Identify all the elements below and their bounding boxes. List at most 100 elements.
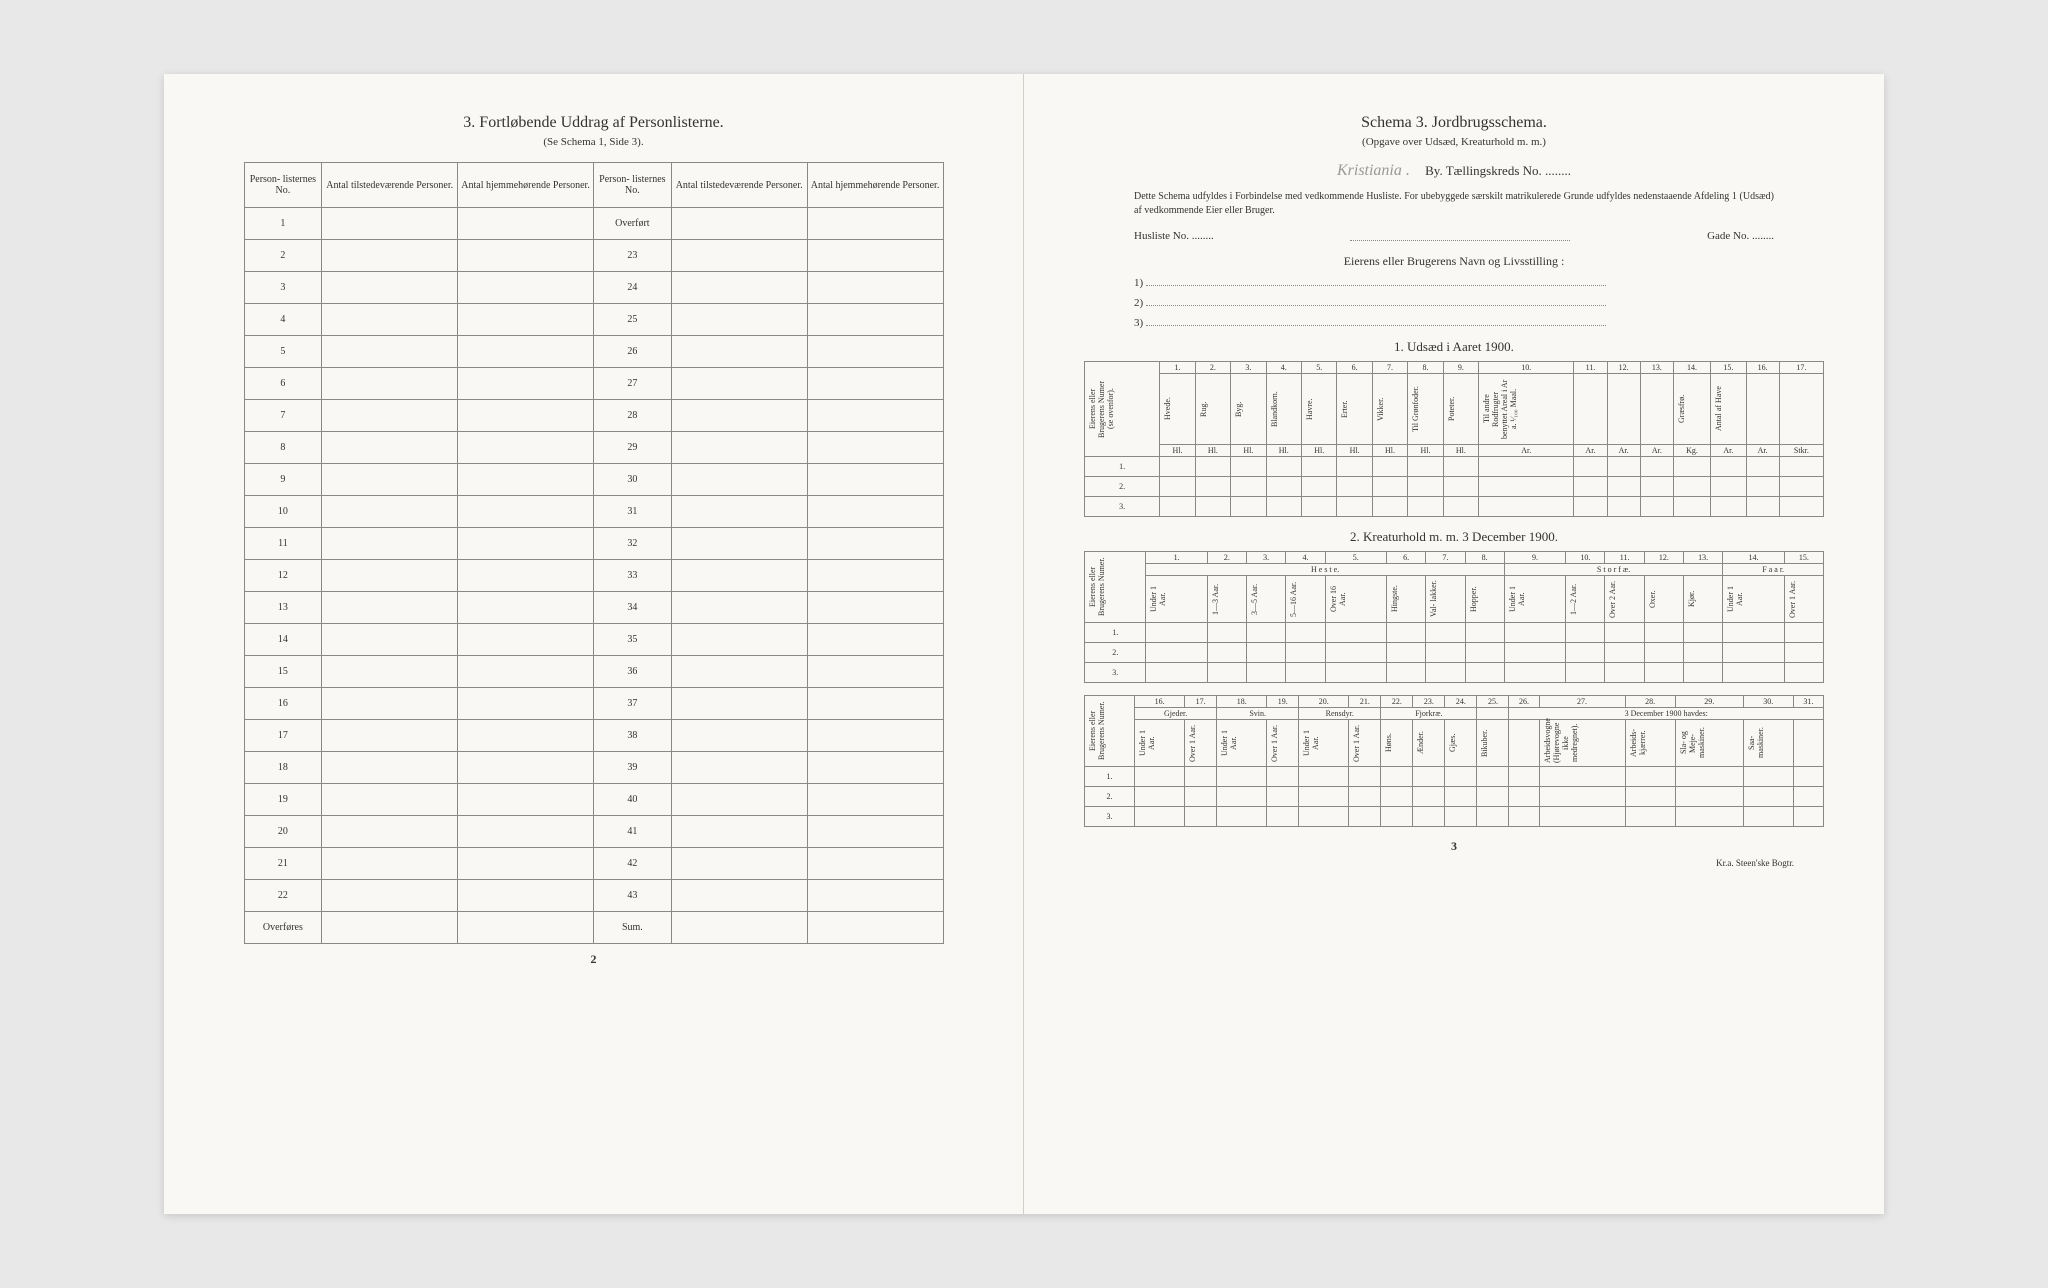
cell [671,656,807,688]
cell: 38 [593,720,671,752]
husliste-label: Husliste No. ........ [1134,230,1214,242]
cell [458,304,594,336]
cell: Overføres [244,912,322,944]
cell [807,816,943,848]
cell [671,400,807,432]
cell [322,496,458,528]
cell [807,656,943,688]
left-page: 3. Fortløbende Uddrag af Personlisterne.… [164,74,1024,1214]
cell [458,592,594,624]
cell [322,304,458,336]
cell: 17 [244,720,322,752]
left-page-num: 2 [214,952,973,967]
cell [807,240,943,272]
cell: 34 [593,592,671,624]
cell [807,688,943,720]
cell: 12 [244,560,322,592]
udsaed-table: Eierens eller Brugerens Numer (se ovenfo… [1084,361,1824,517]
cell [671,560,807,592]
cell: 28 [593,400,671,432]
cell [671,528,807,560]
table-row: 1637 [244,688,943,720]
table-row: 1536 [244,656,943,688]
cell [671,464,807,496]
cell: 6 [244,368,322,400]
cell: 29 [593,432,671,464]
cell: 7 [244,400,322,432]
section1-title: 1. Udsæd i Aaret 1900. [1074,339,1834,355]
cell: 21 [244,848,322,880]
cell [807,208,943,240]
locality-line: Kristiania . By. Tællingskreds No. .....… [1074,162,1834,180]
cell [807,336,943,368]
cell [807,368,943,400]
cell [322,880,458,912]
right-page: Schema 3. Jordbrugsschema. (Opgave over … [1024,74,1884,1214]
owner-1: 1) [1134,277,1143,289]
cell: 11 [244,528,322,560]
table-row: 1334 [244,592,943,624]
cell [458,688,594,720]
cell [807,464,943,496]
cell [671,816,807,848]
cell [671,240,807,272]
cell [807,784,943,816]
th-c1: Person- listernes No. [244,163,322,208]
cell [671,592,807,624]
cell [671,208,807,240]
cell [458,368,594,400]
cell [807,400,943,432]
cell [458,496,594,528]
table-row: 627 [244,368,943,400]
cell [458,464,594,496]
cell [322,912,458,944]
cell [807,880,943,912]
cell [671,496,807,528]
cell [322,368,458,400]
cell [322,528,458,560]
cell [322,784,458,816]
cell [458,720,594,752]
cell [807,528,943,560]
cell [458,272,594,304]
cell [671,880,807,912]
cell [322,816,458,848]
cell [322,208,458,240]
table-row: 1839 [244,752,943,784]
cell: 16 [244,688,322,720]
cell [458,336,594,368]
cell: 43 [593,880,671,912]
cell [671,432,807,464]
cell [322,848,458,880]
cell: 37 [593,688,671,720]
person-extract-table: Person- listernes No. Antal tilstedevære… [244,162,944,944]
cell [807,912,943,944]
cell [458,816,594,848]
cell [671,368,807,400]
cell: 4 [244,304,322,336]
table-row: 526 [244,336,943,368]
cell [458,400,594,432]
cell: 20 [244,816,322,848]
cell: 18 [244,752,322,784]
cell: 9 [244,464,322,496]
th-c6: Antal hjemmehørende Personer. [807,163,943,208]
cell [322,720,458,752]
right-subtitle: (Opgave over Udsæd, Kreaturhold m. m.) [1074,136,1834,148]
cell [322,752,458,784]
cell [807,272,943,304]
cell: 3 [244,272,322,304]
cell [458,624,594,656]
cell [322,272,458,304]
right-title: Schema 3. Jordbrugsschema. [1074,114,1834,132]
cell [807,848,943,880]
table-row: 1132 [244,528,943,560]
cell: 15 [244,656,322,688]
cell: 5 [244,336,322,368]
cell: 39 [593,752,671,784]
cell: 22 [244,880,322,912]
cell [671,752,807,784]
cell: 24 [593,272,671,304]
table-row: 930 [244,464,943,496]
intro-text: Dette Schema udfyldes i Forbindelse med … [1134,190,1774,218]
